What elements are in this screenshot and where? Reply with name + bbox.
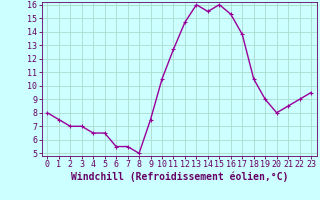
X-axis label: Windchill (Refroidissement éolien,°C): Windchill (Refroidissement éolien,°C) bbox=[70, 172, 288, 182]
